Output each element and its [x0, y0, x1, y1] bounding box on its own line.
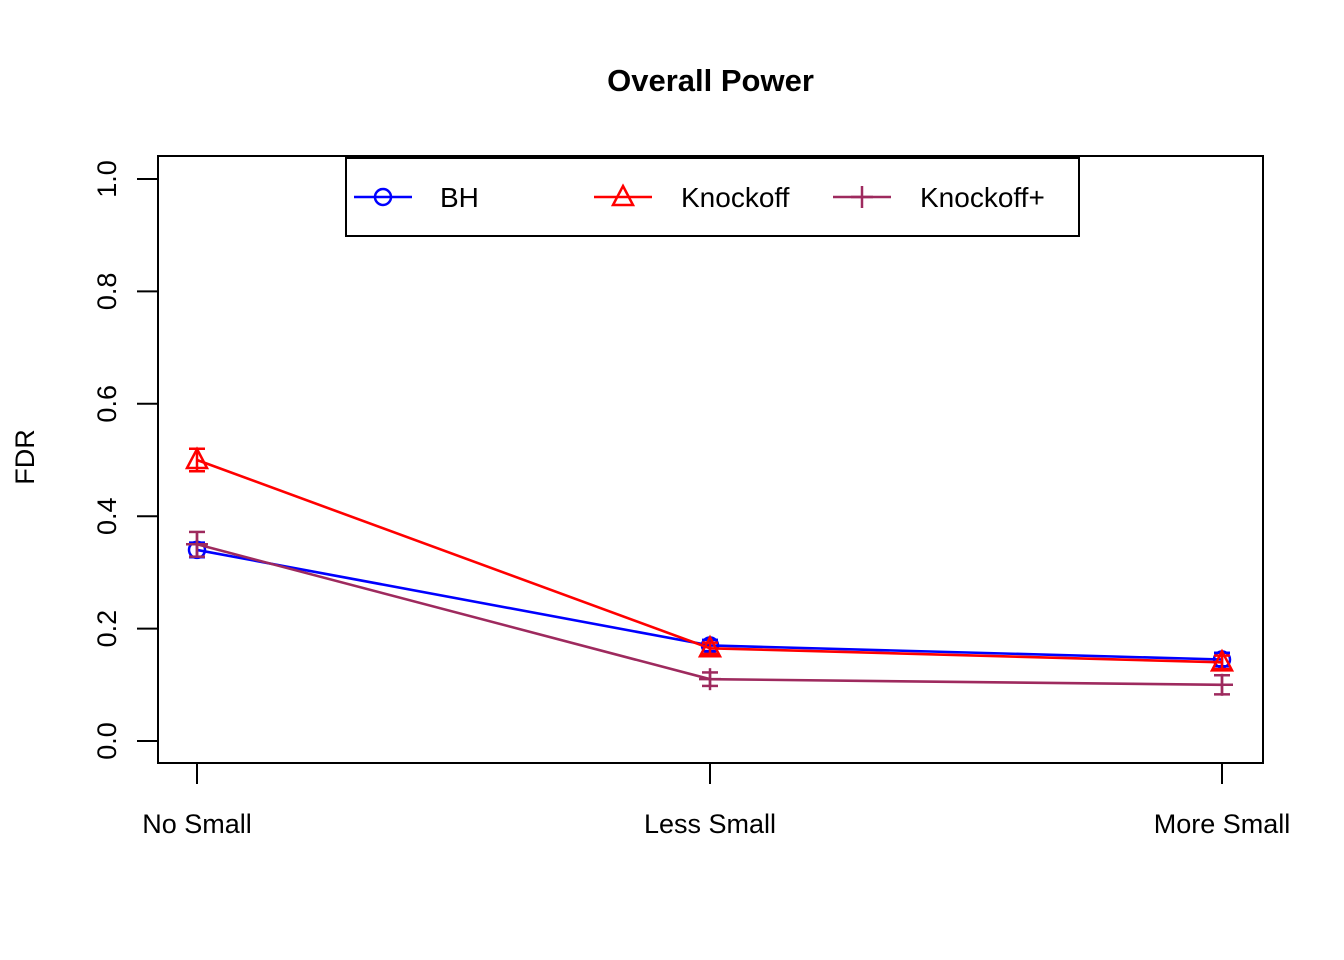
y-tick-label: 0.0 [92, 722, 122, 760]
legend-label: Knockoff+ [920, 182, 1045, 213]
x-tick-label: Less Small [644, 809, 776, 839]
series-knockoffplus [186, 530, 1233, 696]
legend-label: Knockoff [681, 182, 790, 213]
legend-box [345, 157, 1080, 237]
legend-label: BH [440, 182, 479, 213]
data-point-marker [184, 446, 210, 470]
y-tick-label: 0.8 [92, 273, 122, 311]
data-point-marker [697, 634, 723, 658]
chart-title: Overall Power [607, 63, 814, 98]
series-line [196, 458, 1223, 664]
x-tick-label: More Small [1154, 809, 1291, 839]
error-bar [702, 641, 718, 656]
legend: BH Knockoff Knockoff+ [345, 157, 1080, 237]
y-tick-label: 0.4 [92, 497, 122, 535]
y-tick-label: 0.6 [92, 385, 122, 423]
series-line [196, 543, 1223, 687]
y-tick-label: 1.0 [92, 160, 122, 198]
series-knockoff [184, 446, 1235, 672]
y-axis-label: FDR [10, 429, 40, 485]
x-tick-label: No Small [142, 809, 252, 839]
error-bar [1214, 654, 1230, 671]
legend-key-marker [610, 183, 636, 207]
legend-key-marker [373, 187, 393, 207]
y-tick-label: 0.2 [92, 610, 122, 648]
data-point-marker [1209, 648, 1235, 672]
